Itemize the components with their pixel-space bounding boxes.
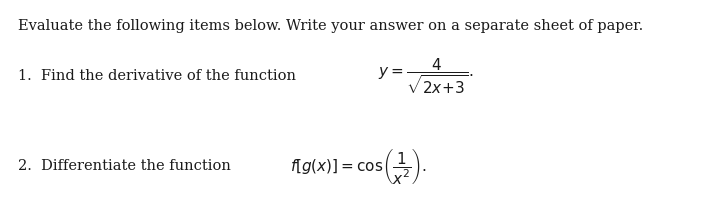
- Text: $y = \dfrac{4}{\sqrt{2x\!+\!3}}.$: $y = \dfrac{4}{\sqrt{2x\!+\!3}}.$: [378, 56, 474, 96]
- Text: Evaluate the following items below. Write your answer on a separate sheet of pap: Evaluate the following items below. Writ…: [18, 19, 644, 33]
- Text: $f[g(x)] = \cos\!\left(\dfrac{1}{x^2}\right).$: $f[g(x)] = \cos\!\left(\dfrac{1}{x^2}\ri…: [290, 146, 426, 185]
- Text: 2.  Differentiate the function: 2. Differentiate the function: [18, 159, 236, 173]
- Text: 1.  Find the derivative of the function: 1. Find the derivative of the function: [18, 69, 301, 83]
